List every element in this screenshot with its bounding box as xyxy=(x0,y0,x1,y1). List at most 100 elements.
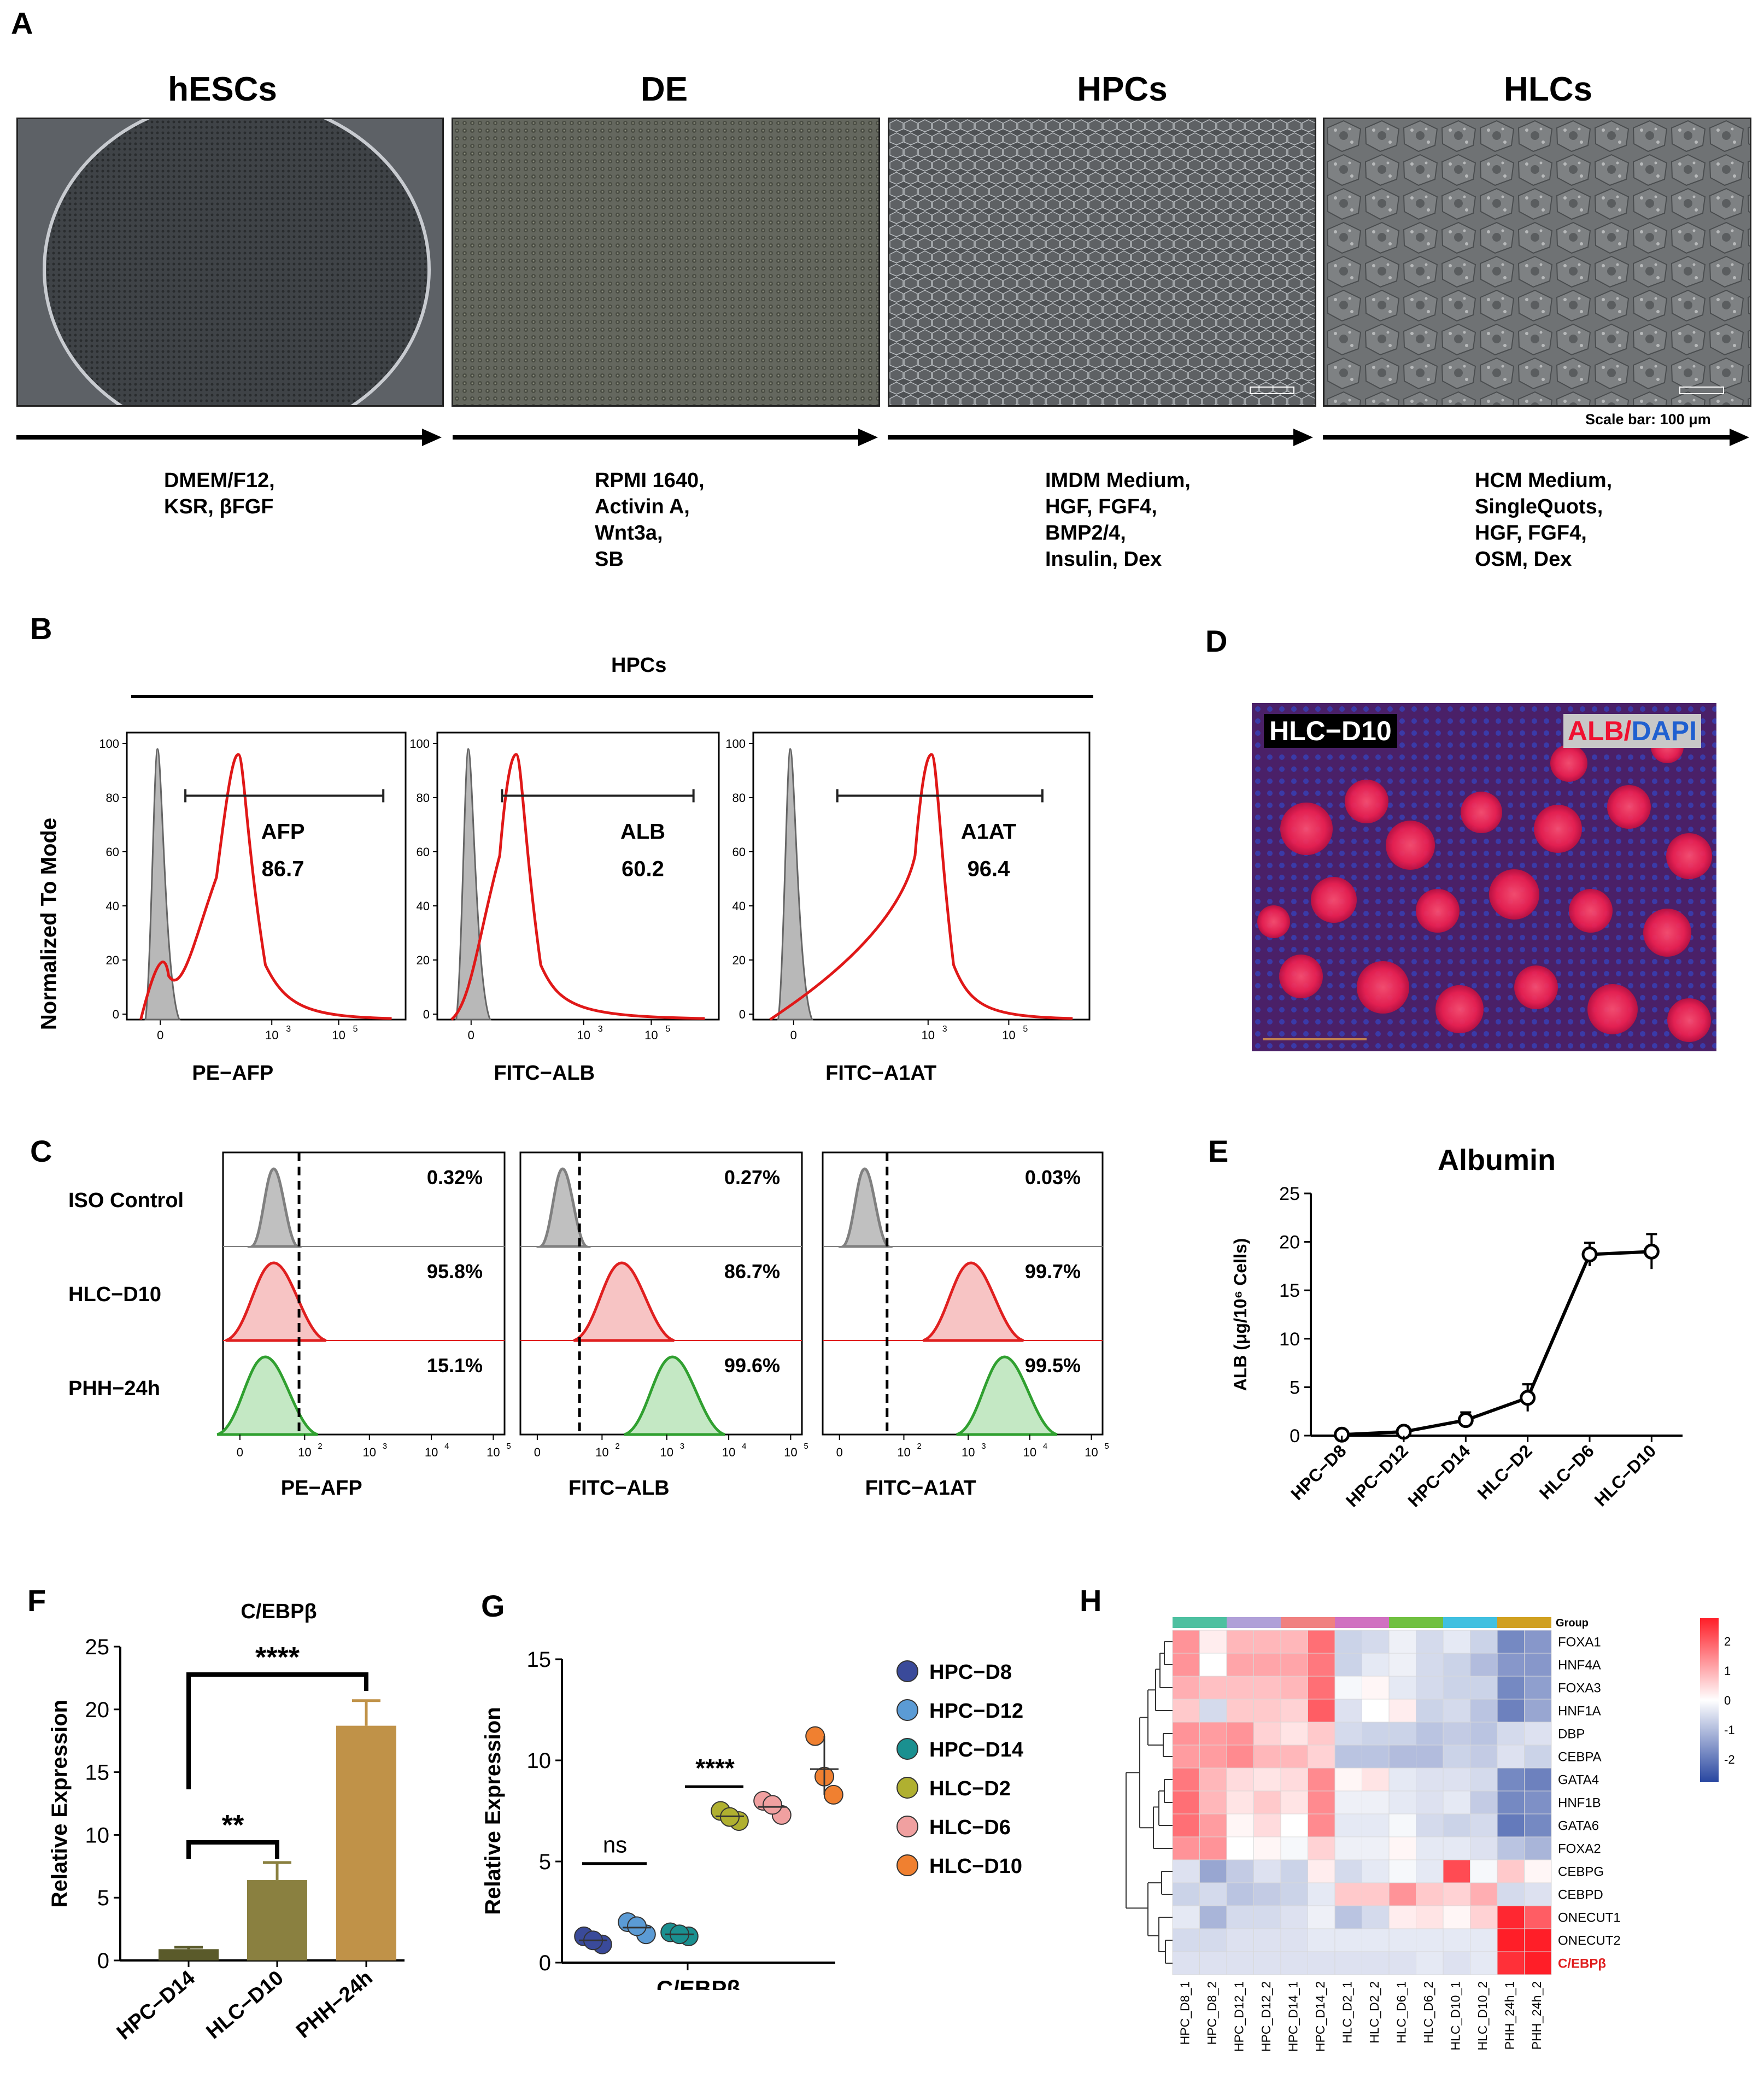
heatmap-cell xyxy=(1524,1790,1552,1814)
heatmap-row-label: ONECUT1 xyxy=(1558,1910,1621,1925)
row-histogram xyxy=(837,1167,894,1248)
series-1 xyxy=(574,1926,612,1954)
row-percentage: 99.6% xyxy=(724,1354,780,1377)
legend-tick-label: -1 xyxy=(1724,1723,1735,1737)
legend-swatch xyxy=(896,1816,918,1837)
chart-title: Albumin xyxy=(1438,1144,1556,1176)
y-tick-label: 20 xyxy=(417,953,430,967)
series-6 xyxy=(805,1726,843,1805)
heatmap-cell xyxy=(1362,1745,1390,1769)
panel-f-label: F xyxy=(27,1583,46,1618)
x-tick-label: HLC−D10 xyxy=(1591,1441,1660,1510)
heatmap-cell xyxy=(1199,1676,1227,1700)
histogram-xlabel: FITC−A1AT xyxy=(865,1477,976,1500)
heatmap-cell xyxy=(1443,1813,1470,1837)
heatmap-cell xyxy=(1388,1653,1416,1677)
heatmap-cell xyxy=(1524,1859,1552,1883)
x-tick-label: 10 xyxy=(595,1445,608,1459)
x-tick-label: 0 xyxy=(836,1445,843,1459)
series-2 xyxy=(618,1912,656,1945)
histogram-xlabel: FITC−ALB xyxy=(494,1062,595,1085)
series-3 xyxy=(660,1922,699,1946)
panel-b-group-line xyxy=(131,695,1093,698)
heatmap-cell xyxy=(1226,1813,1254,1837)
heatmap-row-label: CEBPD xyxy=(1558,1887,1603,1902)
row-percentage: 15.1% xyxy=(427,1354,483,1377)
heatmap-cell xyxy=(1308,1653,1335,1677)
heatmap-cell xyxy=(1172,1722,1200,1746)
legend-swatch xyxy=(896,1854,918,1876)
legend-label: HLC−D2 xyxy=(929,1777,1011,1800)
heatmap-cell xyxy=(1470,1630,1498,1654)
heatmap-cell xyxy=(1443,1951,1470,1975)
y-tick-label: 0 xyxy=(113,1008,119,1021)
significance-label: ns xyxy=(603,1832,627,1858)
heatmap-column-label: HPC_D12_2 xyxy=(1259,1981,1273,2052)
alb-dapi-image: HLC−D10 ALB/DAPI xyxy=(1252,703,1716,1051)
group-annotation-cell xyxy=(1308,1617,1335,1628)
heatmap-cell xyxy=(1497,1813,1525,1837)
heatmap-row-label: FOXA2 xyxy=(1558,1841,1601,1856)
heatmap-cell xyxy=(1524,1653,1552,1677)
panel-d-label: D xyxy=(1205,624,1228,658)
heatmap-cell xyxy=(1497,1882,1525,1906)
heatmap-row-label: ONECUT2 xyxy=(1558,1933,1621,1948)
heatmap-row-label: CEBPG xyxy=(1558,1864,1604,1879)
y-tick-label: 100 xyxy=(409,737,430,751)
stage-title: DE xyxy=(640,71,688,108)
x-tick-exp: 3 xyxy=(286,1025,291,1034)
heatmap-cell xyxy=(1443,1928,1470,1952)
micrograph-hescs-image xyxy=(18,119,442,405)
heatmap-cell xyxy=(1416,1928,1444,1952)
heatmap-cell xyxy=(1470,1699,1498,1723)
y-tick-label: 60 xyxy=(106,845,119,859)
heatmap-cell xyxy=(1226,1951,1254,1975)
row-histogram xyxy=(225,1261,327,1342)
row-label: ISO Control xyxy=(68,1189,184,1212)
y-tick-label: 15 xyxy=(85,1761,110,1785)
stacked-histogram-2: 0.27% 86.7% 99.6% 0 10 2 10 3 10 4 10 5 FITC−ALB xyxy=(519,1151,808,1500)
scale-bar-label: Scale bar: 100 μm xyxy=(1585,411,1711,428)
y-tick-label: 100 xyxy=(99,737,119,751)
heatmap-cell xyxy=(1362,1699,1390,1723)
control-histogram xyxy=(144,748,181,1021)
legend-tick-label: 0 xyxy=(1724,1694,1731,1707)
y-tick-label: 5 xyxy=(539,1850,551,1874)
group-annotation-cell xyxy=(1524,1617,1551,1628)
heatmap-cell xyxy=(1308,1905,1335,1929)
y-tick-label: 60 xyxy=(417,845,430,859)
row-percentage: 99.5% xyxy=(1025,1354,1081,1377)
x-tick-label: 10 xyxy=(1002,1028,1015,1042)
heatmap-cell xyxy=(1388,1699,1416,1723)
heatmap-row-label: CEBPA xyxy=(1558,1749,1602,1764)
heatmap-cell xyxy=(1470,1905,1498,1929)
heatmap-cell xyxy=(1308,1790,1335,1814)
heatmap-cell xyxy=(1497,1745,1525,1769)
stain-dapi-label: DAPI xyxy=(1631,716,1697,746)
heatmap-cell xyxy=(1416,1882,1444,1906)
heatmap-cell xyxy=(1524,1951,1552,1975)
group-annotation-cell xyxy=(1362,1617,1389,1628)
heatmap-cell xyxy=(1172,1653,1200,1677)
histogram-xlabel: FITC−A1AT xyxy=(825,1062,936,1085)
stage-conditions: RPMI 1640, Activin A, Wnt3a, SB xyxy=(595,469,705,571)
heatmap-cell xyxy=(1334,1859,1362,1883)
heatmap-cell xyxy=(1416,1951,1444,1975)
heatmap-cell xyxy=(1388,1905,1416,1929)
heatmap-cell xyxy=(1362,1630,1390,1654)
heatmap-cell xyxy=(1226,1745,1254,1769)
heatmap-cell xyxy=(1253,1653,1281,1677)
heatmap-cell xyxy=(1308,1699,1335,1723)
x-tick-exp: 4 xyxy=(742,1442,746,1451)
heatmap-cell xyxy=(1388,1859,1416,1883)
plot-frame xyxy=(752,731,1091,1021)
x-tick-label: 0 xyxy=(790,1028,797,1042)
chart-title: C/EBPβ xyxy=(241,1600,317,1623)
heatmap-cell xyxy=(1388,1951,1416,1975)
y-tick-label: 0 xyxy=(539,1951,551,1975)
heatmap-cell xyxy=(1470,1653,1498,1677)
heatmap-cell xyxy=(1334,1722,1362,1746)
plot-frame xyxy=(126,731,407,1021)
panel-g-label: G xyxy=(481,1589,505,1623)
legend-label: HLC−D10 xyxy=(929,1855,1022,1878)
